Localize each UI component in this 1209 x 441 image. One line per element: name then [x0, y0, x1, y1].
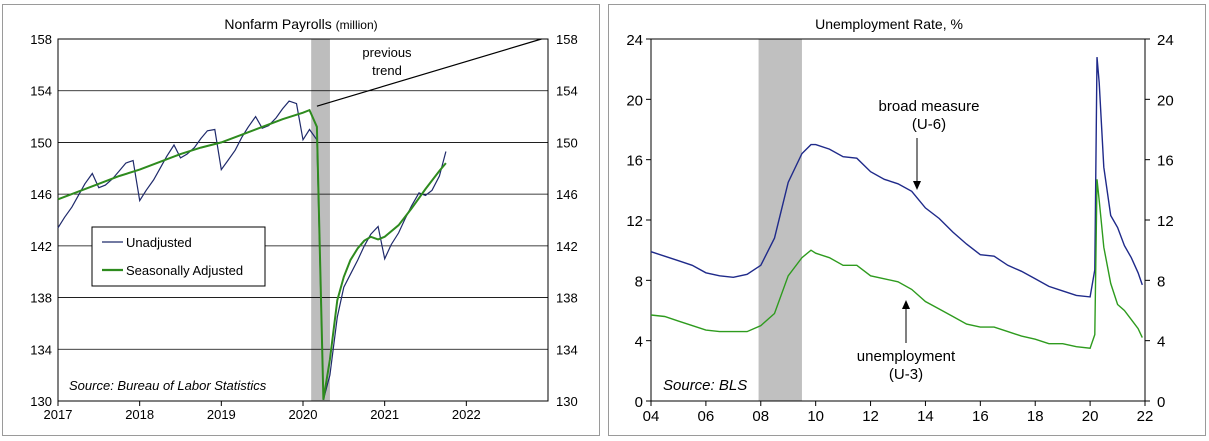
- legend-label-unadjusted: Unadjusted: [126, 235, 192, 250]
- x-tick-22: 22: [1137, 408, 1154, 425]
- y-tick-right-158: 158: [556, 32, 578, 47]
- x-tick-16: 16: [972, 408, 989, 425]
- x-tick-18: 18: [1027, 408, 1044, 425]
- chart-title-main: Nonfarm Payrolls: [224, 16, 335, 32]
- y-tick-right-150: 150: [556, 135, 578, 150]
- x-tick-14: 14: [917, 408, 934, 425]
- y-tick-left-8: 8: [635, 273, 643, 290]
- y-tick-right-12: 12: [1157, 213, 1174, 230]
- y-tick-right-146: 146: [556, 187, 578, 202]
- y-tick-right-142: 142: [556, 239, 578, 254]
- y-tick-left-130: 130: [30, 394, 52, 409]
- y-tick-right-0: 0: [1157, 394, 1165, 411]
- series-seasonally-adjusted: [57, 108, 447, 400]
- nonfarm-payrolls-chart: Nonfarm Payrolls (million) 130 130 134 134 13…: [30, 16, 578, 422]
- recession-shading: [758, 39, 802, 401]
- u3-label-line-2: (U-3): [889, 366, 923, 383]
- plot-frame: [57, 38, 549, 402]
- y-tick-left-24: 24: [626, 32, 643, 49]
- series-broad-measure-u-6: [650, 57, 1143, 298]
- series-unadjusted: [57, 100, 447, 400]
- nonfarm-payrolls-chart-panel: Nonfarm Payrolls (million) 130 130 134 134 13…: [2, 4, 600, 436]
- y-tick-right-138: 138: [556, 291, 578, 306]
- u6-arrow-head: [913, 181, 921, 190]
- chart-title-unit: (million): [336, 18, 378, 32]
- chart-title: Unemployment Rate, %: [815, 16, 963, 32]
- x-tick-2022: 2022: [452, 407, 481, 422]
- legend-label-seasonally-adjusted: Seasonally Adjusted: [126, 263, 243, 278]
- u6-label-line-2: (U-6): [912, 116, 946, 133]
- recession-shading: [311, 39, 330, 401]
- u3-arrow-head: [902, 300, 910, 309]
- source-note: Source: BLS: [663, 377, 747, 394]
- y-tick-right-134: 134: [556, 342, 578, 357]
- plot-frame: [650, 38, 1146, 402]
- series-previous-trend: [316, 38, 542, 107]
- x-tick-2017: 2017: [44, 407, 73, 422]
- y-tick-left-138: 138: [30, 291, 52, 306]
- x-tick-20: 20: [1082, 408, 1099, 425]
- x-tick-2018: 2018: [125, 407, 154, 422]
- unemployment-rate-chart-panel: Unemployment Rate, % 0 0 4 4 8 8 12 12 16 16 20 20 24…: [608, 4, 1206, 436]
- y-tick-left-154: 154: [30, 84, 52, 99]
- u6-label-line-1: broad measure: [879, 98, 980, 115]
- x-tick-10: 10: [807, 408, 824, 425]
- y-tick-left-16: 16: [626, 153, 643, 170]
- y-tick-right-8: 8: [1157, 273, 1165, 290]
- x-tick-12: 12: [862, 408, 879, 425]
- y-tick-left-150: 150: [30, 135, 52, 150]
- trend-label-line-2: trend: [372, 63, 402, 78]
- x-tick-2019: 2019: [207, 407, 236, 422]
- x-tick-2020: 2020: [289, 407, 318, 422]
- y-tick-right-130: 130: [556, 394, 578, 409]
- x-tick-04: 04: [643, 408, 660, 425]
- y-tick-right-24: 24: [1157, 32, 1174, 49]
- y-tick-right-20: 20: [1157, 92, 1174, 109]
- x-tick-2021: 2021: [370, 407, 399, 422]
- y-tick-left-4: 4: [635, 334, 643, 351]
- x-tick-08: 08: [752, 408, 769, 425]
- trend-label-line-1: previous: [362, 45, 412, 60]
- u3-label-line-1: unemployment: [857, 348, 956, 365]
- y-tick-left-0: 0: [635, 394, 643, 411]
- series-unemployment-u-3: [650, 179, 1143, 349]
- y-tick-left-12: 12: [626, 213, 643, 230]
- y-tick-left-20: 20: [626, 92, 643, 109]
- x-tick-06: 06: [698, 408, 715, 425]
- y-tick-left-134: 134: [30, 342, 52, 357]
- y-tick-right-154: 154: [556, 84, 578, 99]
- y-tick-right-16: 16: [1157, 153, 1174, 170]
- legend-box: [91, 226, 266, 287]
- y-tick-left-142: 142: [30, 239, 52, 254]
- source-note: Source: Bureau of Labor Statistics: [69, 378, 267, 393]
- y-tick-right-4: 4: [1157, 334, 1165, 351]
- chart-title: Nonfarm Payrolls (million): [224, 16, 377, 32]
- y-tick-left-146: 146: [30, 187, 52, 202]
- y-tick-left-158: 158: [30, 32, 52, 47]
